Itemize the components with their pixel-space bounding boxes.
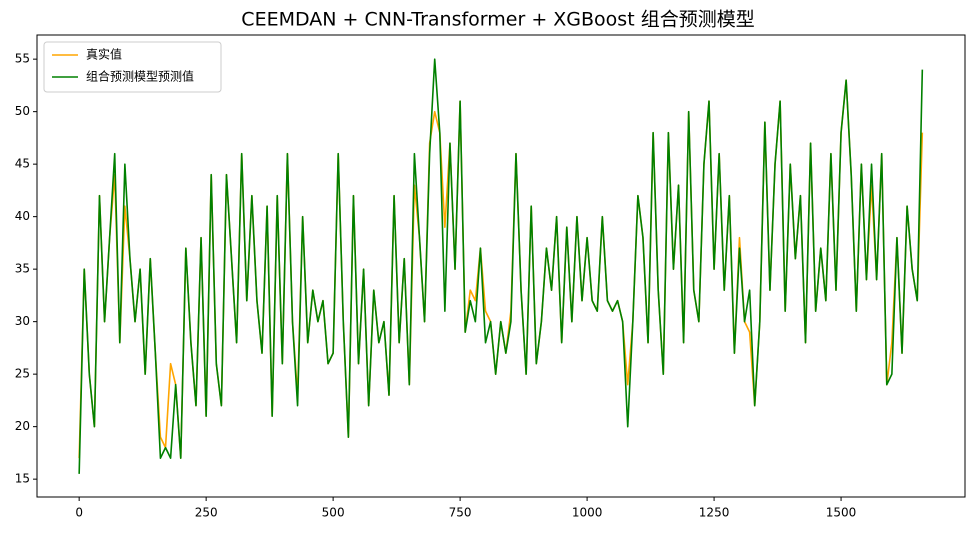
- y-tick-label: 30: [15, 314, 30, 328]
- y-tick-label: 45: [15, 157, 30, 171]
- y-tick-label: 35: [15, 262, 30, 276]
- y-tick-label: 25: [15, 367, 30, 381]
- x-tick-label: 1500: [826, 506, 857, 520]
- x-tick-label: 250: [195, 506, 218, 520]
- y-tick-label: 40: [15, 209, 30, 223]
- chart-title: CEEMDAN + CNN-Transformer + XGBoost 组合预测…: [241, 9, 754, 31]
- plot-frame: [36, 34, 966, 498]
- x-tick-label: 1250: [699, 506, 730, 520]
- y-tick-label: 55: [15, 52, 30, 66]
- x-tick-label: 500: [322, 506, 345, 520]
- x-tick-label: 0: [75, 506, 83, 520]
- y-tick-label: 20: [15, 419, 30, 433]
- y-tick-label: 15: [15, 472, 30, 486]
- legend-label: 组合预测模型预测值: [86, 69, 194, 84]
- legend-box: [43, 41, 222, 93]
- legend-label: 真实值: [86, 47, 122, 62]
- x-tick-label: 1000: [572, 506, 603, 520]
- y-tick-label: 50: [15, 104, 30, 118]
- series-line: [78, 58, 924, 474]
- x-tick-label: 750: [449, 506, 472, 520]
